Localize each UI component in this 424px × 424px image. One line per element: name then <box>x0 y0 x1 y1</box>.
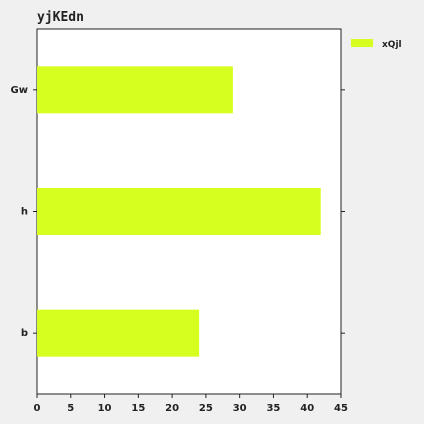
bars-group <box>37 66 321 357</box>
x-tick-label: 30 <box>233 403 247 414</box>
x-tick-label: 20 <box>165 403 179 414</box>
x-tick-label: 10 <box>98 403 112 414</box>
bar-b <box>37 309 200 357</box>
y-tick-label: b <box>21 328 28 339</box>
legend-swatch <box>351 39 373 47</box>
y-tick-label: h <box>21 207 28 218</box>
x-axis: 0 5 10 15 20 25 30 35 40 45 <box>34 394 348 414</box>
x-tick-label: 5 <box>67 403 74 414</box>
x-tick-label: 35 <box>266 403 280 414</box>
y-axis: Gw h b <box>11 85 345 339</box>
x-tick-label: 40 <box>300 403 314 414</box>
legend-label: xQjl <box>382 40 402 50</box>
chart-title: yjKEdn <box>37 10 84 25</box>
bar-h <box>37 188 321 235</box>
x-tick-label: 25 <box>199 403 213 414</box>
x-tick-label: 0 <box>34 403 41 414</box>
x-tick-label: 45 <box>334 403 348 414</box>
bar-Gw <box>37 66 233 114</box>
x-tick-label: 15 <box>131 403 145 414</box>
y-tick-label: Gw <box>11 85 28 96</box>
legend: xQjl <box>351 39 402 50</box>
